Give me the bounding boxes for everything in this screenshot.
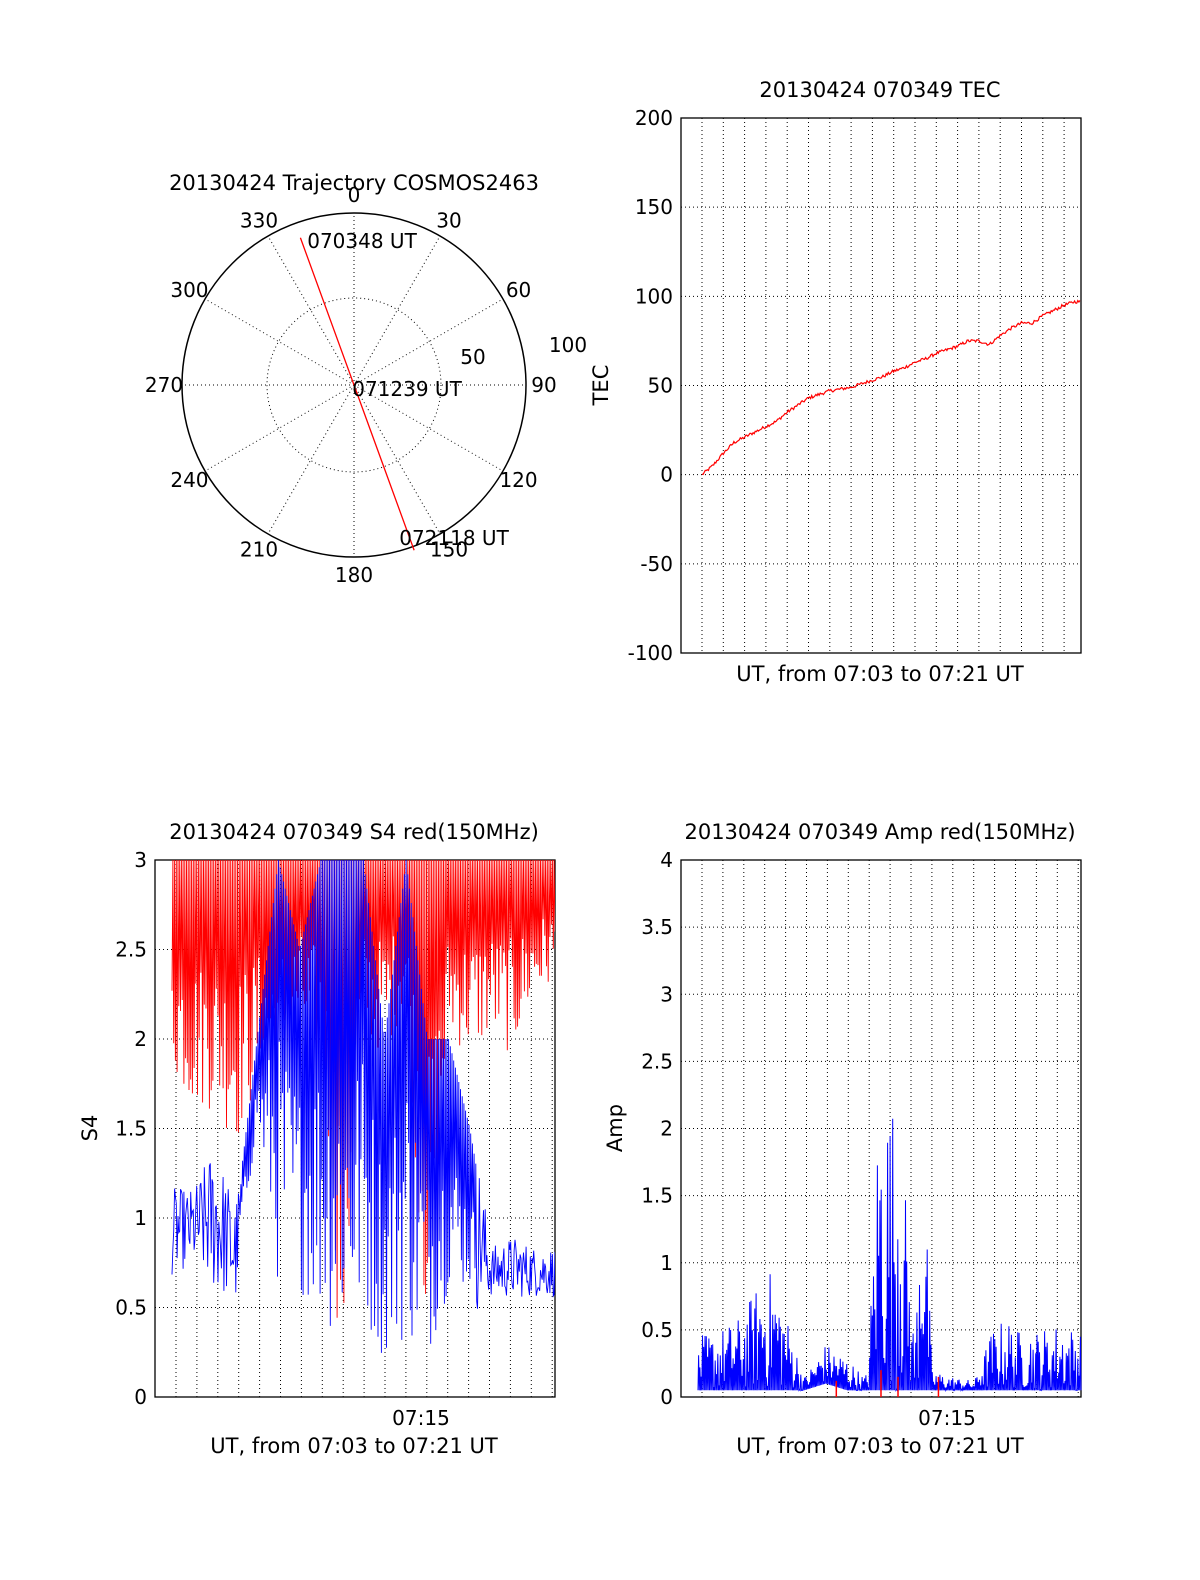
polar-spoke bbox=[204, 384, 355, 472]
polar-point-label: 070348 UT bbox=[307, 229, 417, 253]
amp-ytick-label: 1.5 bbox=[641, 1184, 673, 1208]
amp-ytick-label: 0.5 bbox=[641, 1318, 673, 1342]
s4-xlabel: UT, from 07:03 to 07:21 UT bbox=[210, 1434, 498, 1458]
amp-xlabel: UT, from 07:03 to 07:21 UT bbox=[736, 1434, 1024, 1458]
tec-frame bbox=[680, 117, 1082, 654]
s4-panel: 20130424 070349 S4 red(150MHz) UT, from … bbox=[78, 820, 556, 1458]
s4-title: 20130424 070349 S4 red(150MHz) bbox=[169, 820, 539, 844]
polar-inner-ring bbox=[266, 297, 442, 473]
polar-spoke bbox=[267, 235, 355, 386]
polar-azimuth-label: 150 bbox=[430, 538, 468, 562]
amp-xtick: 07:15 bbox=[918, 1406, 976, 1430]
polar-azimuth-label: 300 bbox=[170, 278, 208, 302]
tec-ytick-label: -50 bbox=[640, 552, 673, 576]
polar-azimuth-label: 240 bbox=[170, 468, 208, 492]
tec-panel: 20130424 070349 TEC UT, from 07:03 to 07… bbox=[589, 78, 1082, 686]
tec-title: 20130424 070349 TEC bbox=[759, 78, 1000, 102]
polar-ring-label: 100 bbox=[549, 333, 587, 357]
amp-ytick-label: 3.5 bbox=[641, 915, 673, 939]
tec-xlabel: UT, from 07:03 to 07:21 UT bbox=[736, 662, 1024, 686]
amp-series-blue bbox=[697, 1118, 1082, 1393]
amp-ytick-label: 1 bbox=[660, 1251, 673, 1275]
polar-title: 20130424 Trajectory COSMOS2463 bbox=[169, 171, 539, 195]
polar-trajectory-line bbox=[299, 237, 415, 551]
polar-azimuth-label: 0 bbox=[348, 183, 361, 207]
polar-point-label: 072118 UT bbox=[399, 526, 509, 550]
polar-azimuth-label: 90 bbox=[531, 373, 556, 397]
tec-ytick-label: 150 bbox=[635, 195, 673, 219]
s4-ytick-label: 0 bbox=[134, 1385, 147, 1409]
s4-xtick: 07:15 bbox=[392, 1406, 450, 1430]
tec-ytick-label: 0 bbox=[660, 463, 673, 487]
polar-panel: 20130424 Trajectory COSMOS2463 0 30 60 90 12… bbox=[145, 171, 587, 587]
polar-azimuth-label: 270 bbox=[145, 373, 183, 397]
s4-ytick-label: 1 bbox=[134, 1206, 147, 1230]
amp-ytick-label: 2 bbox=[660, 1117, 673, 1141]
tec-ytick-label: 200 bbox=[635, 106, 673, 130]
amp-ytick-label: 4 bbox=[660, 848, 673, 872]
polar-point-label: 071239 UT bbox=[352, 377, 462, 401]
amp-ylabel: Amp bbox=[603, 1104, 627, 1152]
tec-series-line bbox=[701, 299, 1081, 476]
polar-azimuth-label: 180 bbox=[335, 563, 373, 587]
amp-ytick-label: 0 bbox=[660, 1385, 673, 1409]
polar-azimuth-label: 330 bbox=[240, 208, 278, 232]
s4-plot-area bbox=[171, 860, 555, 1353]
polar-spoke bbox=[353, 298, 504, 386]
polar-spoke bbox=[353, 384, 504, 472]
tec-ytick-label: 50 bbox=[648, 374, 673, 398]
polar-azimuth-label: 120 bbox=[499, 468, 537, 492]
tec-ytick-label: 100 bbox=[635, 284, 673, 308]
s4-ytick-label: 2.5 bbox=[115, 938, 147, 962]
tec-ylabel: TEC bbox=[589, 365, 613, 407]
amp-panel: 20130424 070349 Amp red(150MHz) UT, from… bbox=[603, 820, 1082, 1458]
polar-spoke bbox=[204, 298, 355, 386]
amp-ytick-label: 3 bbox=[660, 982, 673, 1006]
s4-ytick-label: 2 bbox=[134, 1027, 147, 1051]
polar-azimuth-label: 60 bbox=[506, 278, 531, 302]
polar-azimuth-label: 210 bbox=[240, 538, 278, 562]
s4-ylabel: S4 bbox=[78, 1115, 102, 1142]
amp-title: 20130424 070349 Amp red(150MHz) bbox=[684, 820, 1075, 844]
polar-outer-ring bbox=[181, 212, 527, 558]
s4-ytick-label: 3 bbox=[134, 848, 147, 872]
tec-ytick-label: -100 bbox=[628, 641, 673, 665]
s4-ytick-label: 1.5 bbox=[115, 1117, 147, 1141]
s4-ytick-label: 0.5 bbox=[115, 1296, 147, 1320]
s4-series-blue bbox=[171, 860, 555, 1353]
polar-azimuth-label: 30 bbox=[436, 208, 461, 232]
polar-spoke bbox=[353, 384, 441, 535]
polar-spoke bbox=[267, 384, 355, 535]
amp-ytick-label: 2.5 bbox=[641, 1049, 673, 1073]
polar-spoke bbox=[353, 235, 441, 386]
polar-ring-label: 50 bbox=[460, 345, 485, 369]
